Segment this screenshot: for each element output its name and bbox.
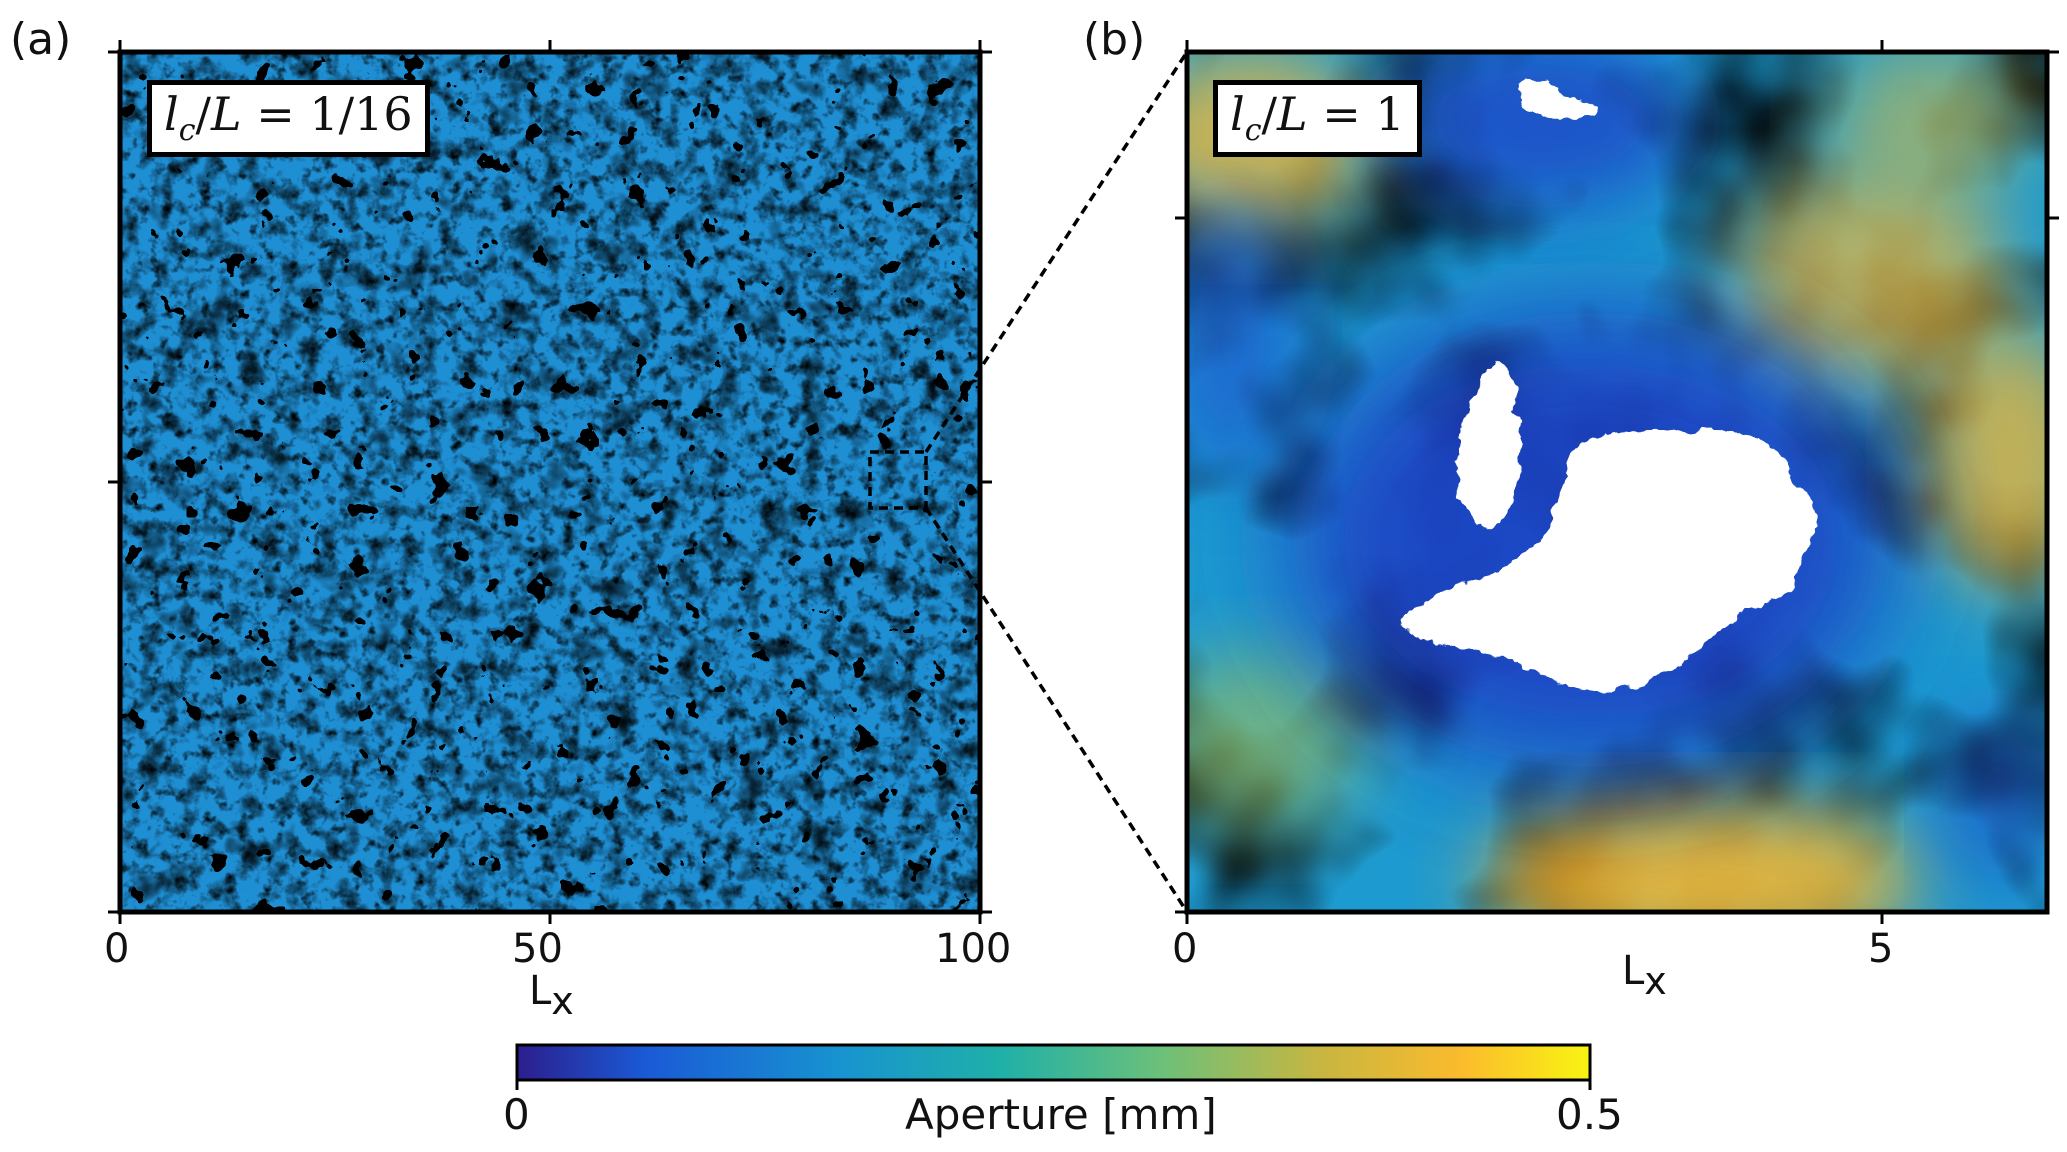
tick-label-a-100: 100	[935, 926, 1012, 972]
tick-label-b-0: 0	[1172, 926, 1198, 972]
colorbar-frame	[515, 1043, 1592, 1082]
annotation-b: lc/L = 1	[1213, 80, 1422, 158]
x-axis-label-a: Lx	[529, 968, 574, 1023]
zoom-box	[868, 450, 928, 510]
ticks-a	[108, 40, 992, 924]
annotation-a: lc/L = 1/16	[147, 80, 430, 158]
colorbar-min-label: 0	[503, 1090, 530, 1139]
zoom-connector-top	[924, 51, 1189, 453]
tick-label-a-50: 50	[512, 926, 563, 972]
panel-label-b: (b)	[1083, 14, 1146, 65]
tick-label-b-5: 5	[1868, 926, 1894, 972]
aperture-field-b	[1187, 52, 2047, 912]
zoom-connector-bottom	[924, 507, 1189, 913]
colorbar-max-label: 0.5	[1556, 1090, 1623, 1139]
ticks-b	[1175, 40, 2059, 924]
tick-label-a-0: 0	[104, 926, 130, 972]
aperture-field-a	[120, 52, 980, 912]
colorbar-gradient	[517, 1045, 1590, 1080]
colorbar-title: Aperture [mm]	[905, 1090, 1217, 1139]
panel-label-a: (a)	[10, 14, 72, 65]
x-axis-label-b: Lx	[1622, 948, 1667, 1003]
frame-b	[1184, 49, 2050, 915]
